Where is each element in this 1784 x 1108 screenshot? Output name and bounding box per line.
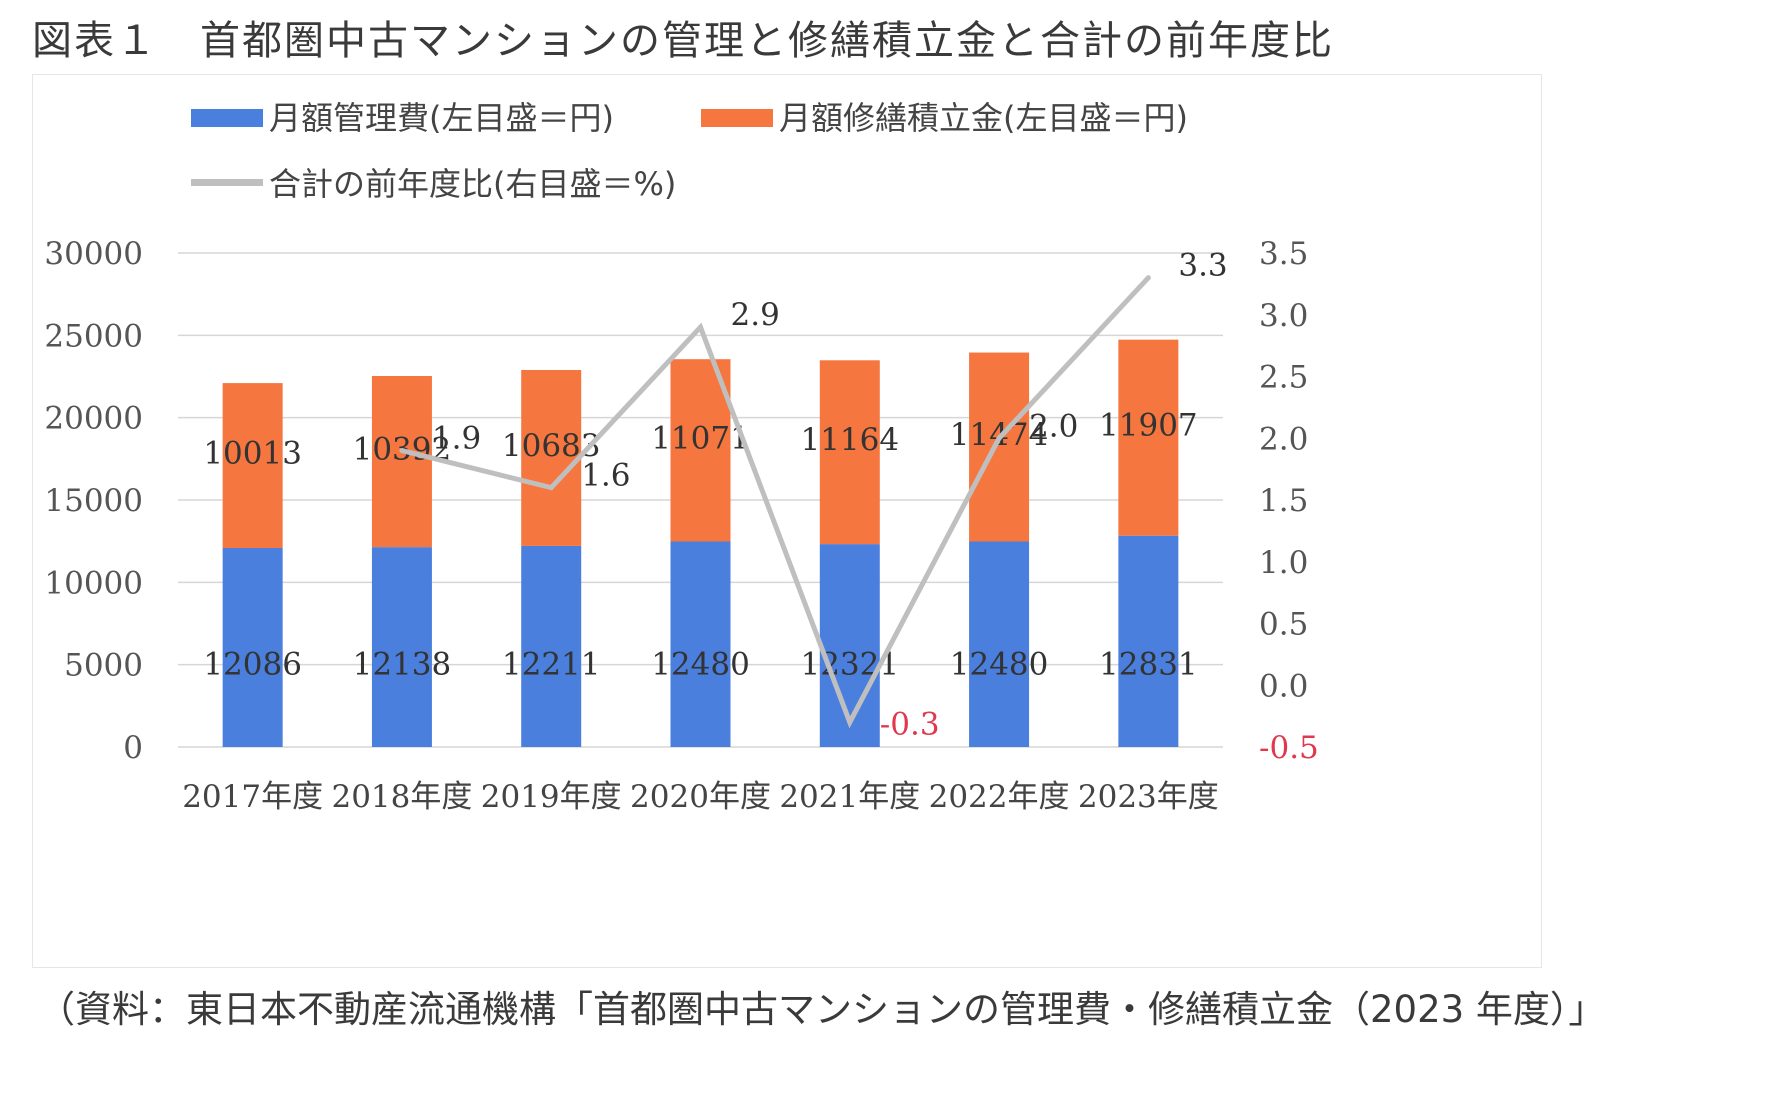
bar-value-label-repair-reserve: 11907	[1099, 408, 1198, 444]
bar-management-fee	[670, 541, 731, 747]
left-axis-tick-label: 30000	[44, 236, 143, 272]
right-axis-tick-label: 1.0	[1259, 545, 1308, 581]
x-axis-category-label: 2019年度	[481, 779, 622, 815]
bar-management-fee	[371, 547, 432, 747]
bar-value-label-management-fee: 12480	[950, 647, 1049, 683]
figure-title: 図表１ 首都圏中古マンションの管理と修繕積立金と合計の前年度比	[32, 18, 1334, 64]
left-axis-ticks: 0 5000 10000 15000 20000 25000 30000	[44, 236, 143, 766]
stacked-bar-line-chart: 月額管理費(左目盛＝円) 月額修繕積立金(左目盛＝円) 合計の前年度比(右目盛＝…	[44, 99, 1319, 815]
right-axis-tick-label: 0.0	[1259, 668, 1308, 704]
bar-value-label-management-fee: 12086	[203, 647, 302, 683]
yoy-line-data-label: 1.6	[581, 458, 630, 494]
yoy-line-point	[996, 435, 1002, 441]
bar-repair-reserve	[521, 370, 582, 546]
x-axis-category-label: 2023年度	[1078, 779, 1219, 815]
x-axis-ticks: 2017年度 2018年度 2019年度 2020年度 2021年度 2022年度 2023…	[182, 779, 1219, 815]
right-axis-tick-label: 1.5	[1259, 483, 1308, 519]
left-axis-tick-label: 15000	[44, 483, 143, 519]
left-axis-tick-label: 0	[123, 730, 143, 766]
bar-repair-reserve	[969, 352, 1030, 542]
right-axis-tick-label: -0.5	[1259, 730, 1319, 766]
left-axis-tick-label: 5000	[64, 648, 143, 684]
bar-repair-reserve	[371, 376, 432, 548]
yoy-line-data-label: -0.3	[880, 706, 940, 742]
right-axis-tick-label: 0.5	[1259, 607, 1308, 643]
yoy-line-point	[399, 448, 405, 454]
yoy-line-point	[847, 719, 853, 725]
bar-value-label-management-fee: 12211	[502, 647, 601, 683]
bar-value-label-repair-reserve: 10683	[502, 428, 601, 464]
yoy-line-data-label: 2.0	[1029, 408, 1078, 444]
bar-repair-reserve	[1118, 339, 1179, 536]
right-axis-ticks: -0.5 0.0 0.5 1.0 1.5 2.0 2.5 3.0 3.5	[1259, 236, 1319, 766]
yoy-line-point	[548, 485, 554, 491]
bar-management-fee	[222, 547, 283, 747]
right-axis-tick-label: 2.5	[1259, 360, 1308, 396]
left-axis-tick-label: 20000	[44, 401, 143, 437]
source-note: （資料：東日本不動産流通機構「首都圏中古マンションの管理費・修繕積立金（2023…	[38, 988, 1606, 1031]
yoy-line-data-label: 2.9	[731, 297, 780, 333]
yoy-line-point	[698, 324, 703, 330]
chart-frame: 月額管理費(左目盛＝円) 月額修繕積立金(左目盛＝円) 合計の前年度比(右目盛＝…	[32, 74, 1542, 968]
bar-repair-reserve	[222, 383, 283, 548]
bar-repair-reserve	[819, 360, 880, 545]
bar-management-fee	[969, 541, 1030, 747]
yoy-line: 1.9 1.6 2.9 -0.3 2.0 3.3	[399, 248, 1228, 742]
bar-management-fee	[1118, 535, 1179, 747]
legend-swatch-repair-reserve	[701, 109, 773, 127]
left-axis-tick-label: 25000	[44, 318, 143, 354]
right-axis-tick-label: 3.0	[1259, 298, 1308, 334]
legend: 月額管理費(左目盛＝円) 月額修繕積立金(左目盛＝円) 合計の前年度比(右目盛＝…	[191, 99, 1188, 203]
legend-swatch-management-fee	[191, 109, 263, 127]
yoy-line-data-label: 3.3	[1178, 248, 1227, 284]
bar-value-label-repair-reserve: 11164	[800, 422, 899, 458]
x-axis-category-label: 2020年度	[630, 779, 771, 815]
bar-value-label-repair-reserve: 11071	[651, 420, 750, 456]
bar-repair-reserve	[670, 359, 731, 542]
x-axis-category-label: 2018年度	[331, 779, 472, 815]
legend-label-management-fee: 月額管理費(左目盛＝円)	[269, 99, 614, 137]
bar-management-fee	[521, 545, 582, 747]
bar-value-label-management-fee: 12138	[353, 647, 452, 683]
x-axis-category-label: 2022年度	[929, 779, 1070, 815]
left-axis-tick-label: 10000	[44, 565, 143, 601]
right-axis-tick-label: 3.5	[1259, 236, 1308, 272]
legend-swatch-yoy-ratio	[191, 179, 263, 186]
x-axis-category-label: 2017年度	[182, 779, 323, 815]
bar-value-label-repair-reserve: 10013	[203, 436, 302, 472]
legend-label-repair-reserve: 月額修繕積立金(左目盛＝円)	[779, 99, 1188, 137]
yoy-line-point	[1145, 275, 1151, 281]
yoy-line-path	[401, 275, 1151, 729]
bar-value-label-management-fee: 12831	[1099, 647, 1198, 683]
bars: 1208610013121381039212211106831248011071…	[203, 339, 1198, 747]
legend-label-yoy-ratio: 合計の前年度比(右目盛＝%)	[269, 165, 676, 203]
x-axis-category-label: 2021年度	[779, 779, 920, 815]
yoy-line-data-label: 1.9	[432, 421, 481, 457]
right-axis-tick-label: 2.0	[1259, 421, 1308, 457]
bar-management-fee	[819, 544, 880, 747]
bar-value-label-management-fee: 12480	[651, 647, 750, 683]
